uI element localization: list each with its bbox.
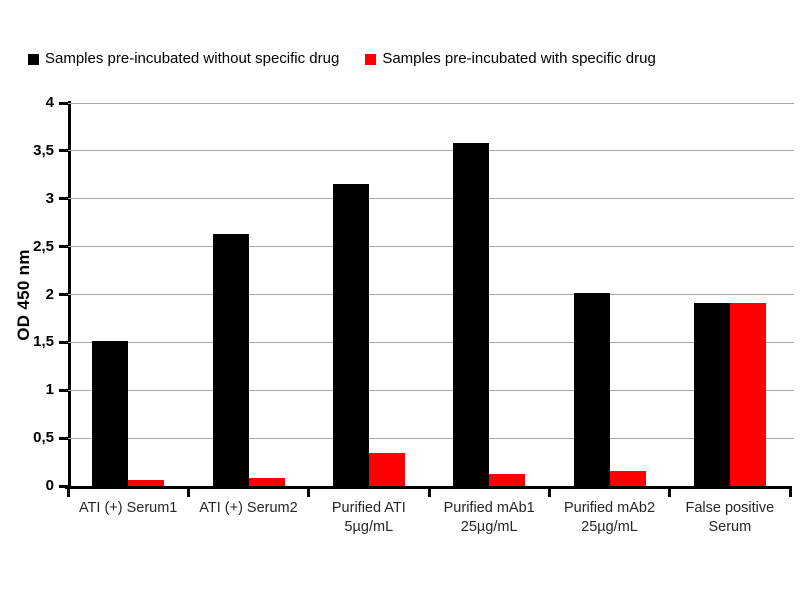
bar-series1-cat4 <box>609 470 646 486</box>
y-tick-label: 1 <box>45 381 54 399</box>
y-axis-tick <box>59 245 68 249</box>
legend-label: Samples pre-incubated with specific drug <box>382 50 656 67</box>
y-axis-tick <box>59 484 68 488</box>
y-tick-label: 2,5 <box>33 237 54 255</box>
legend-label: Samples pre-incubated without specific d… <box>45 50 340 67</box>
bar-series1-cat0 <box>128 480 165 486</box>
y-axis-tick <box>59 101 68 105</box>
x-axis-tick <box>427 489 431 497</box>
x-axis-tick <box>788 489 792 497</box>
gridline <box>68 389 794 391</box>
y-tick-label: 0,5 <box>33 429 54 447</box>
y-tick-label: 4 <box>45 94 54 111</box>
x-category-label: Purified ATI 5µg/mL <box>331 500 406 535</box>
plot-area: 0 0,5 1 1,5 2 2,5 3 3,5 4 ATI (+) Serum1 ATI (+) S… <box>33 94 794 535</box>
bar-series0-cat4 <box>573 292 610 486</box>
bar-series1-cat3 <box>489 473 526 486</box>
gridline <box>68 246 794 248</box>
legend-swatch-icon <box>365 53 377 65</box>
bar-series0-cat1 <box>212 234 249 486</box>
x-axis-tick <box>186 489 190 497</box>
x-axis-tick <box>668 489 672 497</box>
x-category-label: ATI (+) Serum1 <box>78 500 178 516</box>
x-axis-line <box>65 486 792 489</box>
bar-series1-cat2 <box>368 452 405 486</box>
x-category-label: False positive Serum <box>685 500 775 535</box>
y-tick-label: 2 <box>45 285 54 303</box>
y-axis-tick <box>59 388 68 392</box>
y-axis-tick <box>59 340 68 344</box>
gridline <box>68 150 794 152</box>
gridline <box>68 102 794 104</box>
chart-legend: Samples pre-incubated without specific d… <box>28 51 656 67</box>
bar-series1-cat5 <box>729 303 766 486</box>
legend-swatch-icon <box>28 53 39 65</box>
bar-series0-cat2 <box>332 184 369 486</box>
y-tick-label: 0 <box>45 477 54 494</box>
x-axis-tick <box>66 489 70 497</box>
gridline <box>68 198 794 200</box>
x-category-label: Purified mAb1 25µg/mL <box>443 500 535 535</box>
bar-series0-cat0 <box>92 341 129 486</box>
legend-item-0: Samples pre-incubated without specific d… <box>28 51 339 67</box>
bar-series0-cat5 <box>693 303 730 486</box>
bar-series1-cat1 <box>248 478 285 486</box>
y-tick-label: 3 <box>45 189 54 207</box>
x-axis-tick <box>307 489 311 497</box>
x-axis-tick <box>547 489 551 497</box>
y-axis-tick <box>59 293 68 296</box>
x-category-label: ATI (+) Serum2 <box>199 500 298 516</box>
y-axis-tick <box>59 197 68 201</box>
y-tick-label: 1,5 <box>33 333 54 351</box>
gridline <box>68 294 794 295</box>
x-category-label: Purified mAb2 25µg/mL <box>563 500 656 535</box>
bar-series0-cat3 <box>453 143 490 486</box>
gridline <box>68 341 794 343</box>
y-axis-tick <box>59 436 68 440</box>
legend-item-1: Samples pre-incubated with specific drug <box>365 50 656 67</box>
gridline <box>68 437 794 439</box>
y-axis-tick <box>59 149 68 153</box>
y-tick-label: 3,5 <box>33 141 54 159</box>
